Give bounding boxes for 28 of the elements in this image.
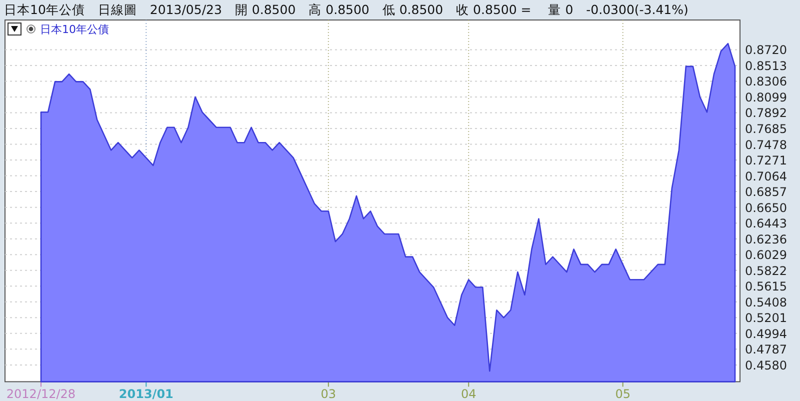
y-tick-label: 0.4787 xyxy=(745,342,787,357)
text: 日本10年公債 xyxy=(40,23,109,36)
y-tick-label: 0.7478 xyxy=(745,138,787,152)
y-tick-label: 0.6029 xyxy=(745,248,787,262)
y-tick-label: 0.7892 xyxy=(745,106,787,120)
x-tick-label: 03 xyxy=(320,387,336,401)
y-tick-label: 0.6443 xyxy=(745,216,787,231)
chart-title: 日本10年公債 日線圖 2013/05/23 開 0.8500 高 0.8500 低 0.8500 收 0.8500 = 量 0 -0.0300(-3.41%) xyxy=(4,2,688,17)
y-tick-label: 0.6857 xyxy=(745,185,787,200)
y-tick-label: 0.4580 xyxy=(745,358,787,372)
y-tick-label: 0.6650 xyxy=(745,200,787,215)
y-tick-label: 0.8720 xyxy=(745,43,787,58)
x-tick-label: 05 xyxy=(615,387,630,401)
y-tick-label: 0.6236 xyxy=(745,232,787,246)
x-tick-label: 2013/01 xyxy=(118,387,174,401)
y-tick-label: 0.8513 xyxy=(745,58,787,73)
y-tick-label: 0.8306 xyxy=(745,74,787,89)
x-tick-label: 04 xyxy=(460,387,476,401)
y-tick-label: 0.5201 xyxy=(745,311,787,326)
y-tick-label: 0.8099 xyxy=(745,90,787,104)
y-tick-label: 0.5408 xyxy=(745,295,787,310)
y-tick-label: 0.7271 xyxy=(745,154,787,168)
y-tick-label: 0.7064 xyxy=(745,169,787,184)
y-tick-label: 0.7685 xyxy=(745,122,787,136)
y-tick-label: 0.4994 xyxy=(745,326,787,341)
y-tick-label: 0.5822 xyxy=(745,264,787,278)
x-tick-label: 2012/12/28 xyxy=(6,387,76,401)
y-tick-label: 0.5615 xyxy=(745,280,787,294)
